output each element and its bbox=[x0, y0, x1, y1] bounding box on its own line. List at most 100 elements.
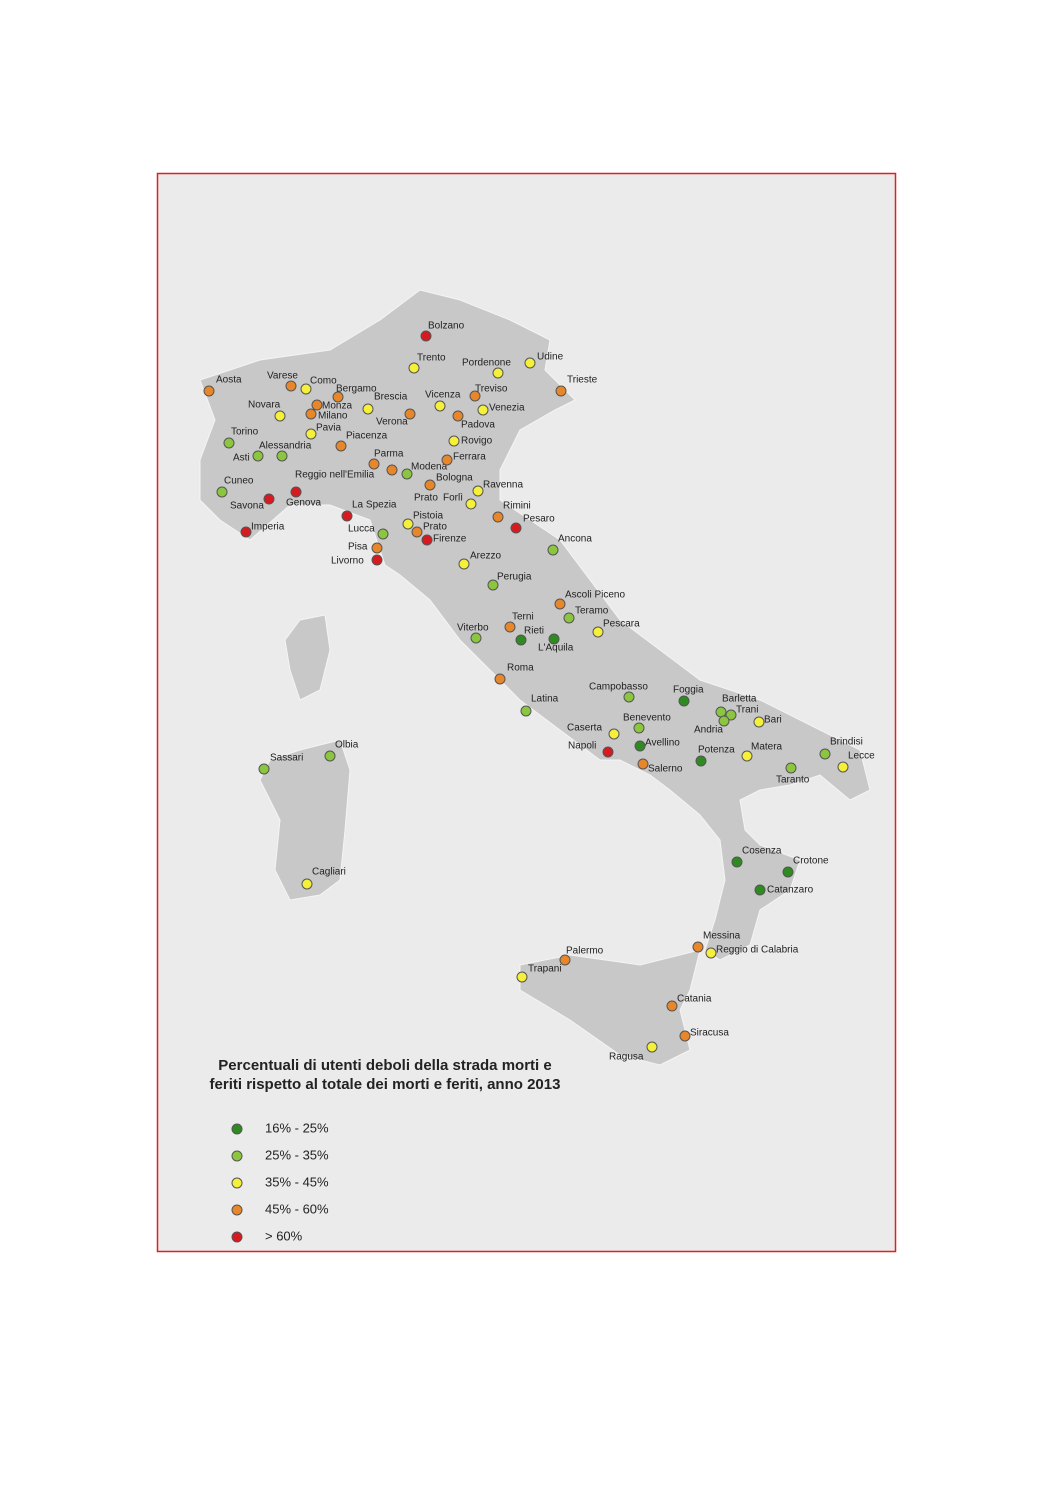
city-label: Bari bbox=[764, 715, 782, 726]
city-dot bbox=[274, 410, 286, 422]
city-label: L'Aquila bbox=[538, 643, 574, 654]
city-label: Imperia bbox=[251, 522, 285, 533]
city-label: Pescara bbox=[603, 619, 640, 630]
city-dot bbox=[332, 391, 344, 403]
city-label: Perugia bbox=[497, 572, 532, 583]
city-dot bbox=[311, 399, 323, 411]
city-dot bbox=[637, 758, 649, 770]
city-dot bbox=[785, 762, 797, 774]
city-label: Ascoli Piceno bbox=[565, 590, 625, 601]
city-label: Pavia bbox=[316, 423, 341, 434]
city-label: Lecce bbox=[848, 751, 875, 762]
city-dot bbox=[335, 440, 347, 452]
city-label: Piacenza bbox=[346, 431, 388, 442]
city-dot bbox=[718, 715, 730, 727]
city-label: Trieste bbox=[567, 375, 598, 386]
legend-dot bbox=[231, 1177, 243, 1189]
city-dot bbox=[424, 479, 436, 491]
city-label: Rieti bbox=[524, 626, 544, 637]
city-label: Milano bbox=[318, 411, 348, 422]
city-dot bbox=[487, 579, 499, 591]
legend-dot bbox=[231, 1123, 243, 1135]
city-dot bbox=[470, 632, 482, 644]
city-label: Livorno bbox=[331, 556, 364, 567]
city-label: Taranto bbox=[776, 775, 810, 786]
legend-label: 45% - 60% bbox=[265, 1201, 329, 1216]
city-dot bbox=[223, 437, 235, 449]
city-dot bbox=[666, 1000, 678, 1012]
city-dot bbox=[554, 598, 566, 610]
city-dot bbox=[837, 761, 849, 773]
city-label: Torino bbox=[231, 427, 259, 438]
city-dot bbox=[547, 544, 559, 556]
city-dot bbox=[646, 1041, 658, 1053]
city-dot bbox=[434, 400, 446, 412]
city-dot bbox=[216, 486, 228, 498]
city-label: Latina bbox=[531, 694, 559, 705]
legend-label: 35% - 45% bbox=[265, 1174, 329, 1189]
city-label: Cuneo bbox=[224, 476, 254, 487]
city-label: Treviso bbox=[475, 384, 508, 395]
city-label: Asti bbox=[233, 453, 250, 464]
city-label: Teramo bbox=[575, 606, 609, 617]
city-dot bbox=[240, 526, 252, 538]
city-label: Catanzaro bbox=[767, 885, 814, 896]
city-label: Vicenza bbox=[425, 390, 461, 401]
city-label: Crotone bbox=[793, 856, 829, 867]
mainland bbox=[199, 289, 871, 961]
corsica bbox=[284, 614, 331, 701]
city-label: Aosta bbox=[216, 375, 242, 386]
city-label: Forlì bbox=[443, 493, 463, 504]
city-dot bbox=[520, 705, 532, 717]
city-dot bbox=[469, 390, 481, 402]
city-label: Benevento bbox=[623, 713, 671, 724]
legend-title: feriti rispetto al totale dei morti e fe… bbox=[210, 1076, 561, 1093]
city-label: Catania bbox=[677, 994, 712, 1005]
city-label: Lucca bbox=[348, 524, 375, 535]
legend-label: 16% - 25% bbox=[265, 1120, 329, 1135]
city-dot bbox=[408, 362, 420, 374]
city-dot bbox=[741, 750, 753, 762]
city-label: Barletta bbox=[722, 694, 757, 705]
city-dot bbox=[516, 971, 528, 983]
city-dot bbox=[362, 403, 374, 415]
city-label: Cosenza bbox=[742, 846, 782, 857]
city-dot bbox=[559, 954, 571, 966]
city-label: Bologna bbox=[436, 473, 473, 484]
city-label: Matera bbox=[751, 742, 783, 753]
city-label: Foggia bbox=[673, 685, 704, 696]
city-dot bbox=[290, 486, 302, 498]
city-dot bbox=[731, 856, 743, 868]
city-label: Parma bbox=[374, 449, 404, 460]
city-label: Prato bbox=[414, 493, 438, 504]
city-dot bbox=[634, 740, 646, 752]
city-label: Siracusa bbox=[690, 1028, 729, 1039]
city-dot bbox=[324, 750, 336, 762]
city-dot bbox=[715, 706, 727, 718]
city-dot bbox=[782, 866, 794, 878]
land bbox=[199, 289, 871, 1066]
city-label: Monza bbox=[322, 401, 352, 412]
city-label: Terni bbox=[512, 612, 534, 623]
city-dot bbox=[592, 626, 604, 638]
city-label: Roma bbox=[507, 663, 534, 674]
city-label: Salerno bbox=[648, 764, 683, 775]
city-label: Pesaro bbox=[523, 514, 555, 525]
city-dot bbox=[679, 1030, 691, 1042]
city-dot bbox=[623, 691, 635, 703]
city-dot bbox=[258, 763, 270, 775]
city-label: La Spezia bbox=[352, 500, 397, 511]
city-dot bbox=[494, 673, 506, 685]
city-dot bbox=[371, 542, 383, 554]
city-dot bbox=[452, 410, 464, 422]
city-label: Ravenna bbox=[483, 480, 523, 491]
city-label: Trento bbox=[417, 353, 446, 364]
city-label: Cagliari bbox=[312, 867, 346, 878]
city-label: Campobasso bbox=[589, 682, 648, 693]
city-label: Venezia bbox=[489, 403, 525, 414]
city-dot bbox=[492, 367, 504, 379]
legend-label: 25% - 35% bbox=[265, 1147, 329, 1162]
city-dot bbox=[555, 385, 567, 397]
city-dot bbox=[524, 357, 536, 369]
